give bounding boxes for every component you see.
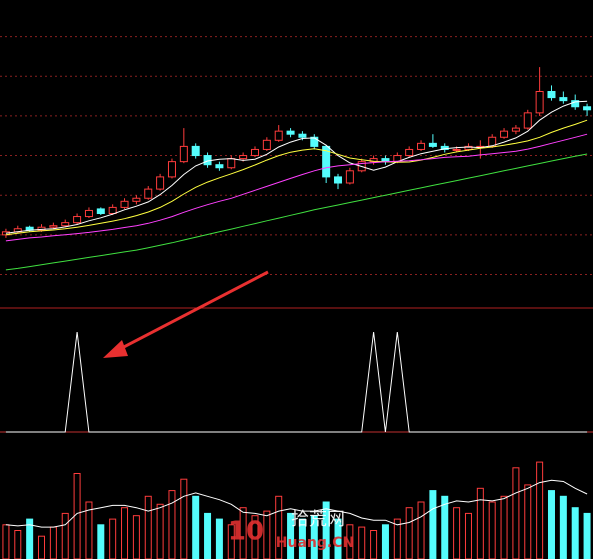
volume-bar bbox=[85, 501, 93, 559]
volume-bar bbox=[239, 507, 247, 559]
candle-body bbox=[464, 145, 473, 150]
volume-bar bbox=[476, 487, 484, 559]
line-series bbox=[5, 100, 588, 234]
volume-bar bbox=[263, 510, 271, 559]
volume-bar bbox=[405, 507, 413, 559]
watermark-name: 拾荒网 bbox=[291, 509, 345, 530]
volume-bar bbox=[453, 507, 461, 559]
volume-bar bbox=[61, 512, 69, 559]
candle-body bbox=[559, 97, 568, 102]
watermark: 10 拾荒网 Huang.CN bbox=[228, 509, 354, 551]
volume-bar bbox=[109, 518, 117, 559]
candle-body bbox=[583, 106, 592, 111]
candle-body bbox=[286, 130, 295, 135]
candle-body bbox=[120, 200, 129, 208]
line-series bbox=[5, 153, 588, 271]
watermark-site: Huang.CN bbox=[276, 535, 354, 551]
volume-bar bbox=[156, 503, 164, 559]
candle-body bbox=[310, 136, 319, 147]
volume-bar bbox=[370, 530, 378, 559]
volume-bar bbox=[73, 473, 81, 559]
plot-area bbox=[0, 36, 593, 559]
volume-bar bbox=[536, 461, 544, 559]
candle-body bbox=[405, 148, 414, 157]
volume-bar bbox=[49, 526, 57, 559]
candle-body bbox=[488, 136, 497, 147]
candle-body bbox=[523, 112, 532, 129]
candle-body bbox=[334, 176, 343, 184]
candle-body bbox=[535, 91, 544, 114]
candle-body bbox=[132, 197, 141, 202]
candle-body bbox=[61, 222, 70, 227]
candle-body bbox=[239, 155, 248, 160]
candle-body bbox=[191, 145, 200, 157]
candle-body bbox=[156, 176, 165, 190]
candle-body bbox=[96, 208, 105, 215]
volume-bar bbox=[500, 495, 508, 559]
volume-bar bbox=[121, 507, 129, 559]
line-series bbox=[5, 331, 588, 433]
candle-body bbox=[511, 127, 520, 132]
candle-body bbox=[274, 130, 283, 141]
volume-bar bbox=[204, 512, 212, 559]
candle-body bbox=[144, 188, 153, 199]
line-series bbox=[5, 133, 588, 242]
line-series bbox=[5, 479, 588, 528]
volume-bar bbox=[524, 484, 532, 559]
volume-bar bbox=[168, 490, 176, 559]
volume-bar bbox=[512, 467, 520, 559]
candle-body bbox=[84, 209, 93, 218]
volume-bar bbox=[559, 495, 567, 559]
volume-bar bbox=[2, 524, 10, 559]
candle-body bbox=[500, 130, 509, 138]
volume-bar bbox=[144, 495, 152, 559]
candle-body bbox=[215, 164, 224, 169]
volume-bar bbox=[180, 478, 188, 559]
candle-body bbox=[298, 133, 307, 138]
candle-body bbox=[227, 158, 236, 169]
volume-bar bbox=[441, 495, 449, 559]
line-series bbox=[5, 119, 588, 236]
candle-body bbox=[440, 145, 449, 150]
watermark-logo: 10 bbox=[228, 517, 264, 547]
candle-body bbox=[262, 139, 271, 150]
volume-bar bbox=[464, 512, 472, 559]
volume-bar bbox=[429, 490, 437, 559]
volume-bar bbox=[14, 530, 22, 559]
volume-bar bbox=[547, 490, 555, 559]
volume-bar bbox=[132, 515, 140, 559]
candle-body bbox=[250, 148, 259, 157]
volume-bar bbox=[287, 512, 295, 559]
candle-body bbox=[452, 148, 461, 151]
candle-body bbox=[417, 142, 426, 150]
volume-bar bbox=[192, 495, 200, 559]
candle-body bbox=[571, 100, 580, 108]
candle-body bbox=[167, 161, 176, 178]
candle-body bbox=[322, 145, 331, 178]
volume-bar bbox=[215, 518, 223, 559]
candle-body bbox=[49, 225, 58, 228]
annotation-arrow bbox=[103, 270, 269, 358]
volume-bar bbox=[322, 501, 330, 559]
candle-body bbox=[179, 145, 188, 163]
volume-bar bbox=[571, 507, 579, 559]
volume-bar bbox=[381, 524, 389, 559]
candle-body bbox=[73, 216, 82, 224]
volume-bar bbox=[583, 512, 591, 559]
volume-bar bbox=[38, 535, 46, 559]
candle-body bbox=[428, 142, 437, 147]
candle-body bbox=[547, 91, 556, 99]
volume-bar bbox=[488, 501, 496, 559]
volume-bar bbox=[97, 524, 105, 559]
candle-body bbox=[345, 170, 354, 184]
volume-bar bbox=[417, 501, 425, 559]
volume-bar bbox=[358, 526, 366, 559]
candle-body bbox=[108, 206, 117, 214]
